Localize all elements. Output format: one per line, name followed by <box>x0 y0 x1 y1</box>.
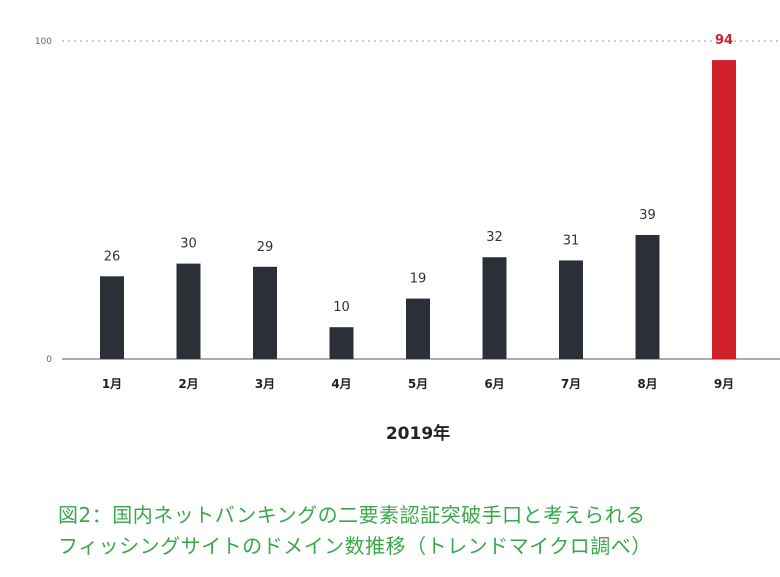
y-axis-ticks: 0 100 <box>35 37 52 365</box>
y-tick-label: 100 <box>35 37 52 47</box>
bar-9月 <box>712 60 736 359</box>
value-label: 32 <box>486 230 503 245</box>
x-tick-label: 7月 <box>561 377 581 391</box>
x-tick-label: 2月 <box>178 377 198 391</box>
x-tick-label: 9月 <box>714 377 734 391</box>
bar-8月 <box>635 234 660 359</box>
x-tick-label: 5月 <box>408 377 428 391</box>
caption-line-2: フィッシングサイトのドメイン数推移（トレンドマイクロ調べ） <box>58 534 652 558</box>
figure-caption: 図2：国内ネットバンキングの二要素認証突破手口と考えられる フィッシングサイトの… <box>58 500 758 562</box>
bars <box>100 60 736 359</box>
bar-7月 <box>559 260 583 359</box>
value-label: 30 <box>180 237 197 252</box>
x-tick-label: 4月 <box>331 377 351 391</box>
y-tick-label: 0 <box>46 355 52 365</box>
bar-5月 <box>406 298 430 359</box>
value-label: 29 <box>257 240 274 255</box>
bar-2月 <box>176 263 201 359</box>
caption-line-1: 図2：国内ネットバンキングの二要素認証突破手口と考えられる <box>58 503 646 527</box>
x-axis-label: 2019年 <box>386 423 450 444</box>
value-label: 31 <box>563 233 580 248</box>
bar-1月 <box>100 276 124 359</box>
x-tick-label: 6月 <box>484 377 504 391</box>
bar-chart: 0 100 26 30 29 10 19 32 31 39 94 1月 2月 3月 4月 5月 6月 7月 8月… <box>35 33 780 444</box>
value-label: 19 <box>410 272 427 287</box>
value-label: 10 <box>333 300 350 315</box>
x-tick-label: 8月 <box>637 377 657 391</box>
x-tick-label: 1月 <box>102 377 122 391</box>
bar-6月 <box>482 257 507 359</box>
value-label: 94 <box>715 33 733 48</box>
value-label: 26 <box>104 249 121 264</box>
x-axis-ticks: 1月 2月 3月 4月 5月 6月 7月 8月 9月 <box>102 377 734 391</box>
bar-3月 <box>253 266 277 359</box>
value-labels: 26 30 29 10 19 32 31 39 94 <box>104 33 733 315</box>
x-tick-label: 3月 <box>255 377 275 391</box>
value-label: 39 <box>639 208 656 223</box>
bar-4月 <box>329 327 354 359</box>
